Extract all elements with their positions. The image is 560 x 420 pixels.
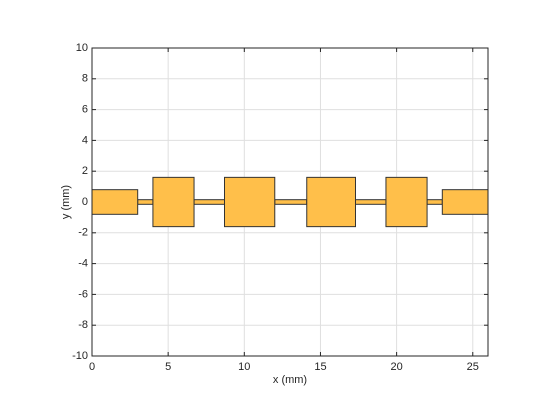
x-tick-label: 0 <box>89 361 95 373</box>
y-tick-label: -4 <box>78 258 88 270</box>
y-tick-label: 6 <box>82 104 88 116</box>
y-tick-label: -10 <box>72 350 88 362</box>
shape <box>193 199 226 205</box>
shape <box>137 199 154 205</box>
shape <box>354 199 387 205</box>
y-tick-label: -6 <box>78 288 88 300</box>
x-axis-label: x (mm) <box>273 374 307 386</box>
axes-box <box>91 47 489 357</box>
y-tick-label: -2 <box>78 227 88 239</box>
y-axis-label: y (mm) <box>60 185 72 219</box>
shape <box>152 176 195 228</box>
x-tick-label: 5 <box>165 361 171 373</box>
y-tick-label: 2 <box>82 165 88 177</box>
shape <box>274 199 308 205</box>
y-tick-label: 10 <box>76 42 88 54</box>
y-tick-label: 0 <box>82 196 88 208</box>
x-tick-label: 10 <box>238 361 250 373</box>
shape <box>224 176 276 228</box>
x-tick-label: 20 <box>390 361 402 373</box>
shape <box>91 189 139 215</box>
shape <box>441 189 489 215</box>
shape <box>426 199 443 205</box>
x-tick-label: 15 <box>314 361 326 373</box>
y-tick-label: -8 <box>78 319 88 331</box>
shape <box>385 176 428 228</box>
shape <box>306 176 356 228</box>
y-tick-label: 8 <box>82 73 88 85</box>
y-tick-label: 4 <box>82 134 88 146</box>
x-tick-label: 25 <box>467 361 479 373</box>
